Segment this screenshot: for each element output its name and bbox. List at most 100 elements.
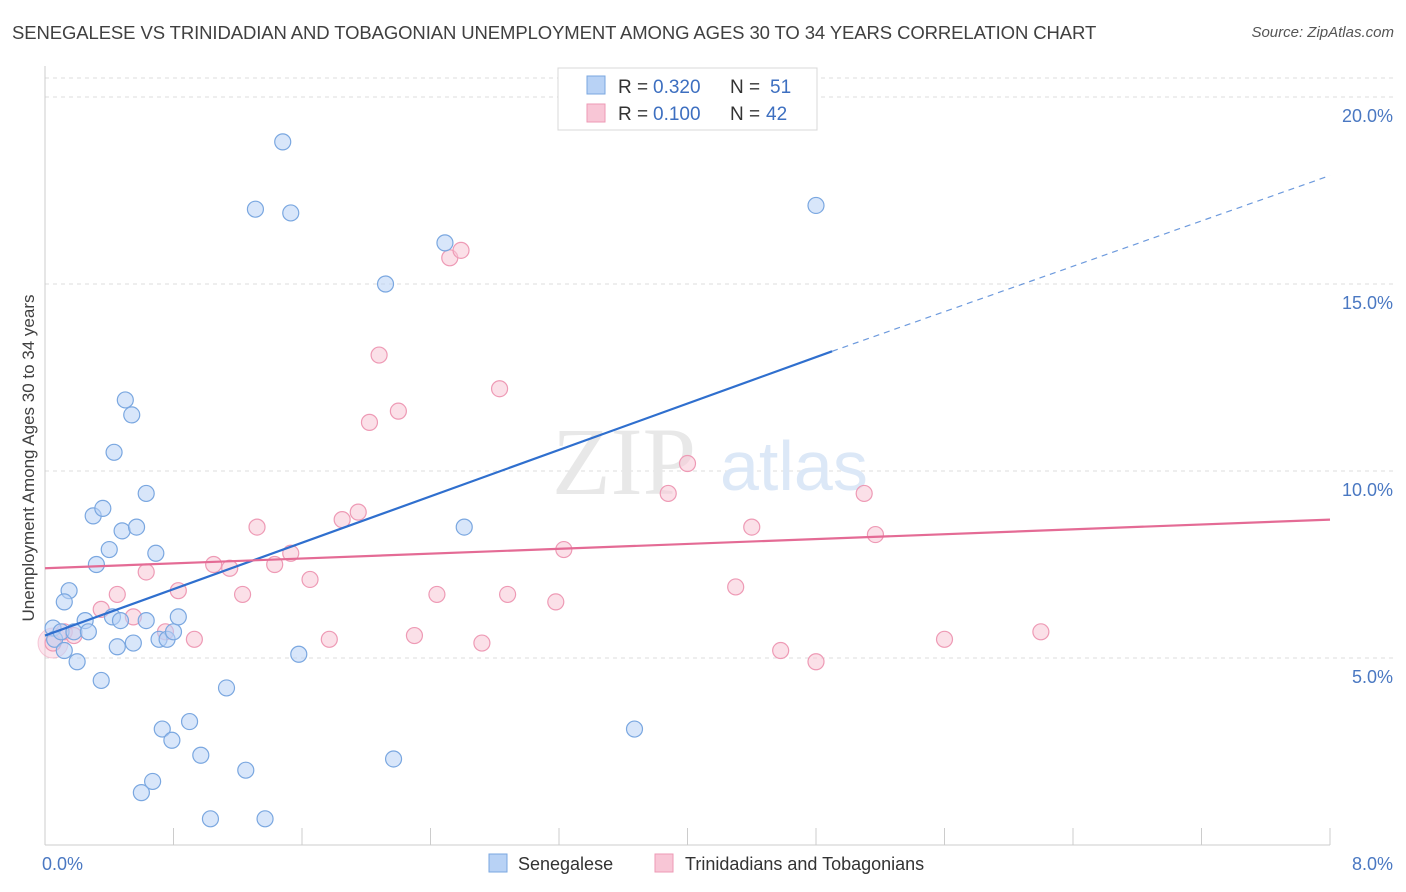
legend-swatch-senegalese	[586, 75, 606, 95]
x-tick-label-1: 8.0%	[1352, 854, 1393, 874]
legend-r-value-1: 0.320	[653, 77, 701, 98]
x-tick-labels: 0.0% 8.0%	[42, 854, 1393, 874]
trinidad-trend-line	[44, 518, 1331, 570]
senegalese-point-23	[132, 784, 150, 802]
chart-title: SENEGALESE VS TRINIDADIAN AND TOBAGONIAN…	[12, 22, 1097, 43]
legend-r-label-2: R =	[618, 104, 648, 125]
senegalese-point-21	[123, 406, 141, 424]
senegalese-point-38	[237, 761, 255, 779]
y-tick-label-1: 10.0%	[1342, 480, 1393, 500]
senegalese-point-16	[105, 443, 123, 461]
trinidad-point-26	[452, 241, 470, 259]
y-tick-label-3: 20.0%	[1342, 106, 1393, 126]
trinidad-point-19	[349, 503, 367, 521]
y-axis-label: Unemployment Among Ages 30 to 34 years	[19, 295, 38, 622]
trend-lines	[44, 174, 1331, 637]
senegalese-point-11	[87, 555, 106, 574]
senegalese-point-36	[201, 810, 220, 828]
senegalese-point-41	[274, 133, 292, 151]
bottom-legend-swatch-trinidad	[654, 853, 674, 873]
senegalese-point-48	[625, 720, 644, 738]
trinidad-point-35	[743, 518, 761, 536]
trinidad-point-12	[233, 585, 252, 604]
top-legend: R = 0.320 N = 51 R = 0.100 N = 42	[557, 67, 818, 131]
trinidad-point-38	[855, 484, 873, 503]
senegalese-point-26	[144, 772, 162, 791]
senegalese-point-3	[55, 641, 73, 660]
trinidad-point-34	[727, 578, 745, 596]
senegalese-point-37	[217, 679, 236, 697]
legend-swatch-trinidad	[586, 103, 606, 123]
trinidad-point-40	[935, 630, 954, 648]
senegalese-point-17	[108, 638, 126, 656]
trinidad-point-9	[185, 630, 203, 648]
senegalese-point-39	[246, 200, 265, 218]
source-label: Source: ZipAtlas.com	[1251, 24, 1394, 41]
senegalese-points	[44, 133, 825, 828]
legend-n-label-1: N =	[730, 77, 760, 98]
senegalese-point-46	[436, 234, 454, 252]
senegalese-point-40	[256, 810, 274, 828]
senegalese-trend-line	[44, 350, 833, 637]
trinidad-point-32	[659, 484, 677, 503]
senegalese-point-18	[111, 611, 130, 630]
senegalese-point-27	[147, 544, 165, 562]
senegalese-point-14	[100, 540, 118, 559]
senegalese-point-5	[55, 593, 73, 611]
trinidad-point-23	[405, 626, 424, 645]
trinidad-point-39	[866, 525, 885, 544]
senegalese-point-32	[164, 623, 183, 641]
trinidad-point-29	[499, 585, 517, 604]
y-tick-label-2: 15.0%	[1342, 293, 1393, 313]
legend-r-label-1: R =	[618, 77, 648, 98]
trinidad-point-13	[248, 518, 266, 536]
trinidad-point-30	[547, 593, 565, 611]
senegalese-point-9	[79, 623, 97, 641]
x-tick-label-0: 0.0%	[42, 854, 83, 874]
trinidad-point-16	[301, 570, 319, 589]
trinidad-point-17	[320, 630, 338, 648]
trinidad-point-37	[807, 653, 825, 671]
senegalese-point-20	[116, 391, 134, 409]
watermark-atlas: atlas	[720, 427, 868, 505]
senegalese-trend-extension	[831, 174, 1331, 352]
legend-r-value-2: 0.100	[653, 104, 701, 125]
senegalese-point-25	[137, 484, 155, 503]
senegalese-point-45	[384, 750, 403, 768]
senegalese-point-43	[290, 645, 308, 663]
y-tick-labels: 5.0% 10.0% 15.0% 20.0%	[1342, 106, 1393, 687]
senegalese-point-42	[282, 204, 300, 222]
senegalese-point-31	[163, 731, 181, 749]
legend-n-label-2: N =	[730, 104, 760, 125]
senegalese-point-50	[124, 634, 142, 652]
senegalese-point-29	[153, 720, 171, 738]
trinidad-point-27	[473, 634, 491, 652]
watermark: ZIP atlas	[552, 408, 868, 515]
senegalese-point-33	[169, 608, 187, 626]
senegalese-point-34	[180, 712, 199, 731]
trinidad-point-20	[360, 413, 379, 431]
bottom-legend: Senegalese Trinidadians and Tobagonians	[488, 853, 924, 874]
trinidad-point-21	[370, 346, 388, 364]
trinidad-point-6	[137, 563, 155, 581]
trinidad-point-22	[389, 402, 407, 420]
trinidad-point-10	[205, 555, 223, 574]
senegalese-point-19	[113, 522, 131, 540]
senegalese-point-35	[192, 746, 210, 764]
bottom-legend-senegalese: Senegalese	[518, 854, 613, 874]
legend-n-value-2: 42	[766, 104, 787, 125]
senegalese-point-22	[127, 518, 146, 536]
senegalese-point-13	[94, 499, 112, 517]
senegalese-point-7	[68, 653, 86, 671]
trinidad-point-4	[108, 585, 126, 604]
senegalese-point-44	[376, 275, 395, 293]
bottom-legend-trinidad: Trinidadians and Tobagonians	[685, 854, 924, 874]
bottom-legend-swatch-senegalese	[488, 853, 508, 873]
trinidad-point-24	[428, 585, 446, 604]
senegalese-point-24	[137, 611, 155, 630]
trinidad-point-33	[678, 454, 697, 473]
trinidad-point-28	[490, 380, 509, 398]
y-tick-label-0: 5.0%	[1352, 667, 1393, 687]
axes	[44, 66, 1331, 846]
